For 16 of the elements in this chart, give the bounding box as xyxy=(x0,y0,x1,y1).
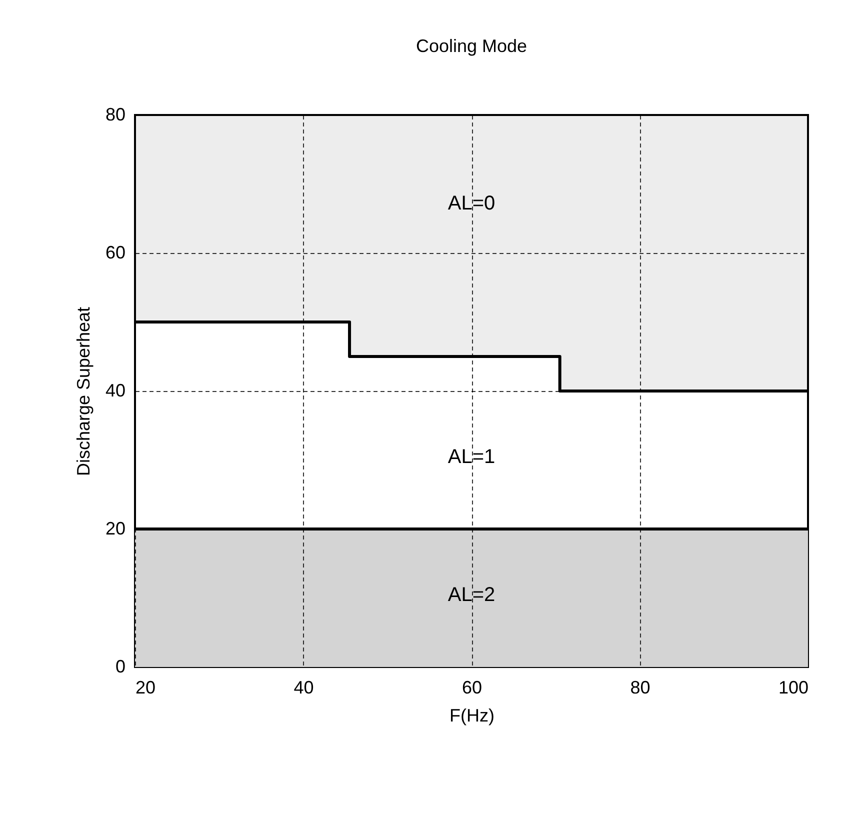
y-tick-label: 0 xyxy=(115,656,126,676)
y-axis-title: Discharge Superheat xyxy=(73,306,94,476)
annotation: AL=0 xyxy=(448,192,496,214)
annotation: AL=2 xyxy=(448,584,496,606)
annotation: AL=1 xyxy=(448,446,496,468)
x-tick-label: 60 xyxy=(462,678,482,698)
x-tick-label: 40 xyxy=(294,678,314,698)
x-tick-label: 100 xyxy=(778,678,808,698)
chart-title: Cooling Mode xyxy=(416,36,528,56)
y-tick-label: 20 xyxy=(105,518,126,538)
x-tick-label: 80 xyxy=(630,678,650,698)
x-tick-label: 20 xyxy=(136,678,156,698)
y-tick-label: 60 xyxy=(105,242,126,262)
y-tick-label: 80 xyxy=(105,104,126,124)
x-axis-title: F(Hz) xyxy=(450,706,494,726)
y-tick-label: 40 xyxy=(105,380,126,400)
